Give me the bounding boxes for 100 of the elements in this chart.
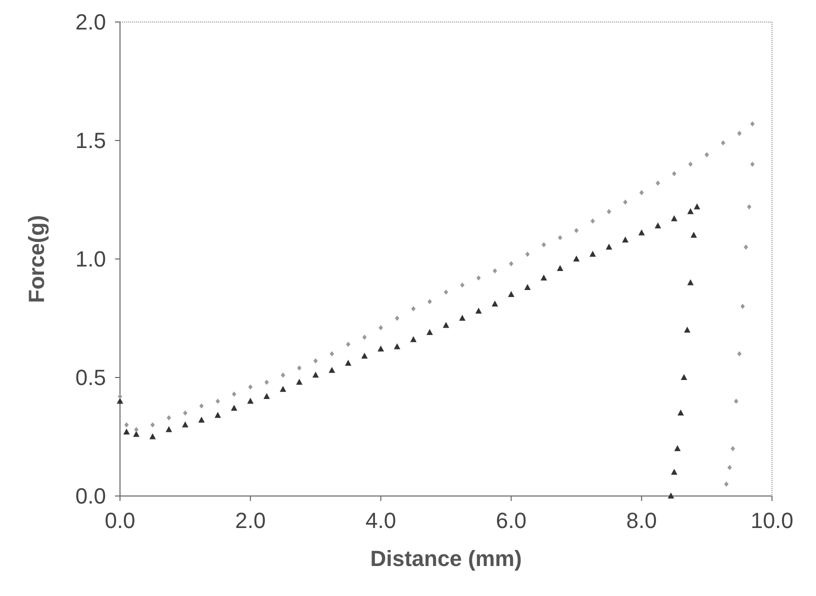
point (704, 152, 709, 158)
point (378, 346, 384, 352)
point (654, 222, 662, 228)
point (623, 200, 628, 205)
point (684, 326, 690, 333)
point (734, 398, 738, 404)
point (280, 386, 286, 392)
point (166, 426, 172, 432)
point (737, 130, 742, 136)
point (672, 171, 676, 176)
point (475, 308, 482, 314)
point (694, 203, 700, 210)
point (744, 244, 748, 250)
point (124, 422, 129, 428)
point (411, 306, 416, 312)
point (590, 250, 596, 257)
point (361, 352, 368, 359)
point (606, 244, 612, 250)
point (198, 416, 205, 423)
point (750, 162, 755, 167)
point (166, 415, 172, 420)
point (118, 394, 122, 400)
point (280, 372, 286, 378)
x-tick-label: 6.0 (496, 508, 526, 533)
point (444, 290, 448, 295)
point (116, 398, 124, 404)
x-tick-label: 2.0 (235, 508, 266, 533)
x-tick-label: 0.0 (104, 508, 136, 533)
point (247, 398, 254, 404)
point (525, 252, 530, 257)
point (508, 291, 514, 298)
point (492, 268, 498, 274)
point (574, 228, 579, 234)
y-tick-label: 1.5 (75, 128, 106, 154)
point (680, 374, 688, 380)
point (687, 279, 694, 286)
point (524, 284, 531, 290)
point (182, 421, 188, 428)
x-tick-label: 8.0 (626, 508, 657, 533)
point (606, 209, 612, 214)
y-tick-label: 1.0 (75, 246, 106, 272)
point (737, 351, 742, 356)
point (492, 300, 498, 307)
point (394, 343, 400, 350)
point (150, 422, 155, 428)
point (362, 334, 367, 340)
point (134, 427, 138, 432)
point (216, 398, 220, 404)
point (556, 264, 564, 271)
point (590, 218, 595, 224)
point (378, 325, 383, 330)
point (297, 365, 302, 371)
point (720, 140, 726, 146)
point (671, 468, 678, 475)
y-axis-title: Force(g) (24, 215, 49, 303)
point (687, 208, 694, 214)
point (730, 446, 736, 452)
point (183, 410, 188, 416)
point (442, 322, 450, 328)
y-tick-label: 0.5 (75, 365, 106, 390)
point (638, 229, 645, 236)
point (690, 232, 697, 238)
point (476, 275, 481, 281)
point (428, 299, 432, 304)
point (330, 351, 334, 356)
point (149, 433, 156, 440)
point (746, 204, 752, 210)
point (671, 215, 678, 222)
point (656, 180, 660, 186)
point (346, 342, 350, 347)
point (509, 261, 514, 266)
x-tick-label: 4.0 (366, 508, 396, 533)
point (558, 235, 562, 240)
point (727, 464, 732, 470)
point (313, 358, 318, 364)
point (540, 274, 547, 280)
point (230, 404, 238, 411)
point (639, 190, 644, 196)
point (123, 428, 130, 435)
point (750, 121, 755, 127)
x-tick-label: 10.0 (750, 508, 794, 533)
x-axis-title: Distance (mm) (370, 546, 522, 571)
y-tick-label: 0.0 (75, 484, 106, 509)
point (328, 366, 336, 373)
point (688, 162, 693, 167)
point (460, 282, 464, 288)
point (740, 304, 745, 309)
point (232, 391, 236, 397)
point (214, 412, 221, 418)
point (345, 360, 352, 366)
point (264, 392, 270, 399)
point (426, 328, 433, 335)
point (312, 372, 319, 378)
point (264, 380, 269, 385)
point (394, 316, 400, 321)
point (674, 445, 681, 452)
point (542, 242, 546, 248)
point (668, 492, 674, 498)
point (622, 236, 628, 243)
point (459, 314, 466, 321)
